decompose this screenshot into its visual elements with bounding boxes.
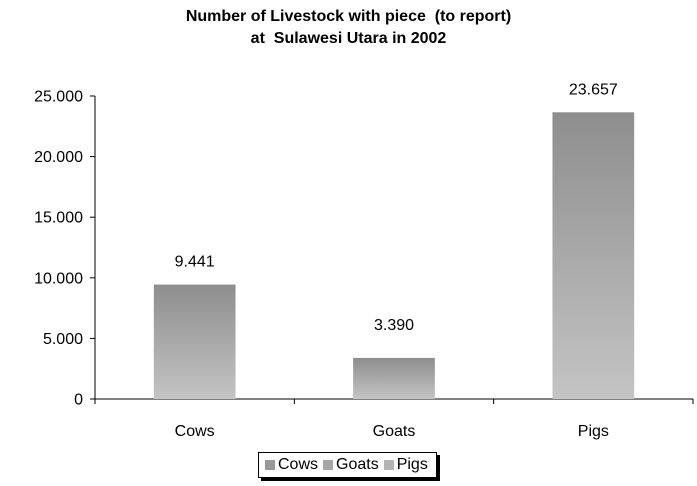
y-tick-label: 15.000 [34,210,83,227]
bars [153,112,635,399]
legend-label: Pigs [396,456,428,473]
legend-label: Cows [278,456,319,473]
legend-swatch [323,460,334,470]
labels: 0 5.000 10.000 15.000 20.000 25.000 9.441 Cows 3… [34,81,618,440]
y-tick-label: 20.000 [34,149,83,166]
y-tick-label: 0 [74,392,83,409]
legend-item-goats: Goats [323,456,379,474]
bar-cows [153,284,236,399]
x-tick-label: Goats [373,423,416,440]
legend-swatch [265,460,275,470]
y-tick-label: 25.000 [34,89,83,106]
data-label: 3.390 [374,317,414,334]
x-tick-label: Cows [175,423,215,440]
legend-swatch [383,460,394,470]
legend-item-cows: Cows [265,456,318,474]
bar-goats [353,357,435,399]
chart-title: Number of Livestock with piece (to repor… [185,8,512,25]
x-tick-label: Pigs [578,423,609,440]
data-label: 9.441 [175,254,215,271]
legend: Cows Goats Pigs [258,452,437,478]
legend-item-pigs: Pigs [383,456,428,474]
data-label: 23.657 [569,81,618,98]
bar-pigs [552,112,635,399]
chart-title-block: Number of Livestock with piece (to repor… [0,6,697,50]
legend-label: Goats [336,456,379,473]
y-tick-label: 10.000 [34,270,83,287]
chart-subtitle: at Sulawesi Utara in 2002 [250,30,447,47]
y-tick-label: 5.000 [43,331,83,348]
bar-chart: 0 5.000 10.000 15.000 20.000 25.000 9.441 Cows 3… [34,81,694,440]
